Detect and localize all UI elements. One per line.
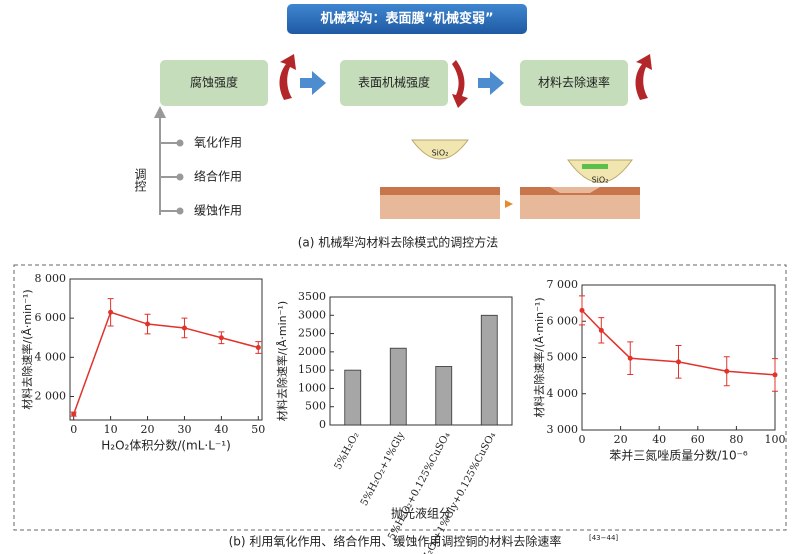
control-tree bbox=[154, 106, 184, 215]
x-tick-label: 0 bbox=[579, 433, 586, 446]
y-tick-label: 2500 bbox=[298, 327, 326, 340]
up-arrow bbox=[635, 54, 652, 100]
caption: (b) 利用氧化作用、络合作用、缓蚀作用调控铜的材料去除速率 bbox=[229, 534, 562, 549]
point bbox=[255, 345, 261, 351]
particle-label: SiO₂ bbox=[592, 176, 609, 185]
caption: (a) 机械犁沟材料去除模式的调控方法 bbox=[298, 235, 499, 250]
line bbox=[72, 311, 259, 415]
x-tick-label: 5%H₂O₂ bbox=[333, 430, 362, 471]
x-tick-label: 100 bbox=[765, 433, 786, 446]
arrow bbox=[478, 71, 504, 95]
point bbox=[145, 321, 151, 327]
arrow bbox=[300, 71, 326, 95]
banner-text: 机械犁沟：表面膜“机械变弱” bbox=[320, 11, 493, 27]
branches bbox=[160, 142, 178, 212]
y-tick-label: 1500 bbox=[298, 363, 326, 376]
motion-arrow bbox=[582, 164, 608, 169]
y-tick-label: 2000 bbox=[298, 345, 326, 358]
y-tick-label: 6 000 bbox=[547, 314, 579, 327]
x-axis-label: 抛光液组分 bbox=[391, 506, 451, 521]
y-axis-label: 材料去除速率/(Å·min⁻¹) bbox=[275, 301, 289, 421]
y-axis-label: 材料去除速率/(Å·min⁻¹) bbox=[532, 297, 546, 417]
y-tick-label: 2 000 bbox=[35, 390, 67, 403]
x-tick-label: 60 bbox=[691, 433, 705, 446]
dot bbox=[176, 139, 184, 147]
x-tick-label: 5%H₂O₂+1%Gly bbox=[359, 430, 407, 508]
control-item: 氧化作用 bbox=[194, 136, 242, 150]
up-arrow bbox=[279, 54, 296, 100]
plot-frame bbox=[69, 278, 263, 421]
stem-head bbox=[154, 106, 166, 118]
bar bbox=[435, 366, 453, 426]
y-tick-label: 4 000 bbox=[547, 387, 579, 400]
surface-film bbox=[520, 187, 640, 195]
x-tick-label: 80 bbox=[729, 433, 743, 446]
y-tick-label: 3 000 bbox=[547, 423, 579, 436]
particle-label: SiO₂ bbox=[432, 149, 449, 158]
box bbox=[160, 60, 268, 106]
x-tick-label: 40 bbox=[214, 423, 228, 436]
dot bbox=[176, 207, 184, 215]
y-tick-label: 5 000 bbox=[547, 351, 579, 364]
point bbox=[627, 355, 633, 361]
box-text: 腐蚀强度 bbox=[190, 75, 238, 90]
flow: 腐蚀强度 表面机械强度 材料去除速率 bbox=[160, 54, 652, 108]
banner bbox=[287, 4, 527, 34]
illustration: SiO₂ SiO₂ bbox=[380, 139, 640, 219]
arrow bbox=[505, 200, 513, 208]
x-tick-label: 50 bbox=[251, 423, 265, 436]
x-tick-label: 10 bbox=[104, 423, 118, 436]
control-item: 络合作用 bbox=[194, 169, 242, 184]
x-axis-label: 苯并三氮唑质量分数/10⁻⁶ bbox=[609, 448, 748, 463]
line bbox=[581, 309, 776, 376]
point bbox=[71, 411, 77, 417]
y-tick-label: 8 000 bbox=[35, 272, 67, 285]
citation: [43−44] bbox=[589, 534, 618, 542]
y-tick-label: 6 000 bbox=[35, 311, 67, 324]
box bbox=[340, 60, 448, 106]
y-tick-label: 3500 bbox=[298, 290, 326, 303]
x-tick-label: 30 bbox=[177, 423, 191, 436]
x-tick-label: 40 bbox=[652, 433, 666, 446]
x-tick-label: 20 bbox=[141, 423, 155, 436]
x-tick-label: 0 bbox=[70, 423, 77, 436]
point bbox=[181, 325, 187, 331]
plot-frame bbox=[329, 296, 513, 426]
y-tick-label: 500 bbox=[305, 400, 326, 413]
point bbox=[676, 359, 681, 365]
y-tick-label: 4 000 bbox=[35, 350, 67, 363]
y-tick-label: 1000 bbox=[298, 381, 326, 394]
point bbox=[579, 307, 585, 313]
y-tick-label: 3000 bbox=[298, 308, 326, 321]
point bbox=[598, 327, 604, 333]
bar bbox=[344, 369, 362, 426]
panel-frame bbox=[13, 264, 787, 531]
y-tick-label: 0 bbox=[319, 418, 326, 431]
dot bbox=[176, 173, 184, 181]
box bbox=[520, 60, 628, 106]
box-text: 材料去除速率 bbox=[538, 75, 610, 90]
box-text: 表面机械强度 bbox=[358, 75, 430, 90]
control-item: 缓蚀作用 bbox=[194, 204, 242, 218]
point bbox=[108, 309, 114, 315]
x-axis-label: H₂O₂体积分数/(mL·L⁻¹) bbox=[101, 438, 231, 453]
point bbox=[218, 335, 224, 341]
down-arrow bbox=[452, 60, 468, 108]
y-tick-label: 7 000 bbox=[547, 278, 579, 291]
point bbox=[772, 372, 778, 378]
abrasive bbox=[411, 139, 469, 160]
control-label: 调控 bbox=[133, 168, 147, 192]
point bbox=[724, 368, 730, 374]
bar bbox=[389, 347, 407, 426]
x-tick-label: 20 bbox=[614, 433, 628, 446]
surface-film bbox=[380, 187, 500, 195]
y-axis-label: 材料去除速率/(Å·min⁻¹) bbox=[20, 289, 34, 409]
bar bbox=[480, 314, 498, 426]
